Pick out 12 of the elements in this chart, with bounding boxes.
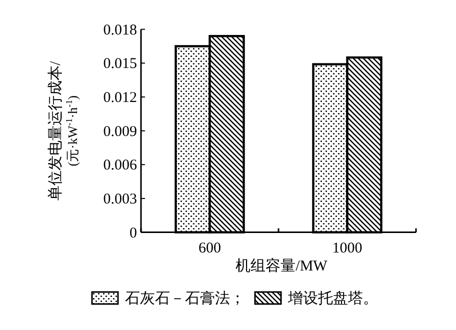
y-tick-label: 0.015 [103,56,137,72]
y-tick-label: 0.006 [103,158,138,174]
y-tick-label: 0.009 [103,124,137,140]
y-tick-label: 0.003 [103,191,137,208]
legend-label: 增设托盘塔。 [287,290,378,307]
y-tick-label: 0 [130,225,137,242]
y-tick-label: 0.018 [103,22,137,38]
x-tick-label: 600 [198,240,221,256]
y-tick-label: 0.012 [103,90,137,106]
x-axis-title: 机组容量/MW [236,257,328,274]
x-tick-label: 1000 [332,240,362,256]
legend-label: 石灰石－石膏法； [125,290,245,307]
